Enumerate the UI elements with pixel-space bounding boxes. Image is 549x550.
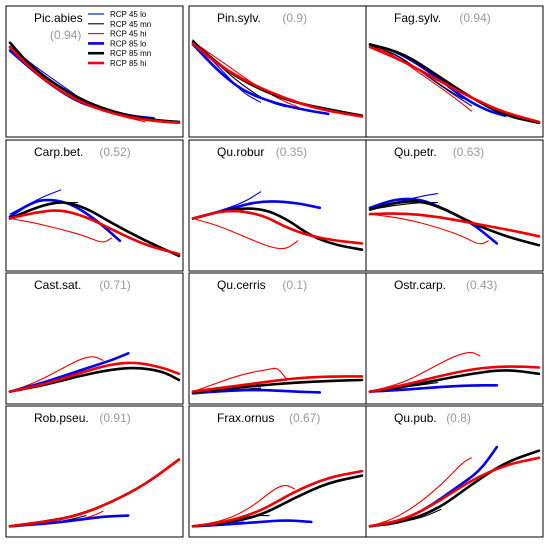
series-line-rcp-85-hi [368,212,541,238]
panel-title: Frax.ornus [217,411,274,425]
panel-pic-abies: Pic.abies (0.94) [5,5,184,138]
panel-title: Qu.petr. [394,145,437,159]
panel-value: (0.52) [99,145,130,159]
series-line-rcp-85-mn [368,200,541,247]
panel-value: (0.1) [282,278,307,292]
panel-frame [365,139,544,272]
panel-frame [365,272,544,405]
panel-qu-robur: Qu.robur (0.35) [188,139,367,272]
series-line-rcp-45-lo [192,191,262,220]
panel-frame [365,5,544,138]
panel-value: (0.94) [459,11,490,25]
legend-label-rcp-45-lo: RCP 45 lo [110,10,147,19]
panel-frame [5,272,184,405]
panel-title: Pic.abies [34,11,83,25]
panel-value: (0.63) [453,145,484,159]
panel-title: Ostr.carp. [394,278,446,292]
panel-frax-ornus: Frax.ornus (0.67) [188,405,367,538]
panel-title: Pin.sylv. [217,11,261,25]
series-line-rcp-85-lo [368,445,499,528]
series-line-rcp-85-mn [8,458,181,528]
panel-frame [5,405,184,538]
panel-carp-bet: Carp.bet. (0.52) [5,139,184,272]
series-line-rcp-85-mn [191,207,364,251]
series-line-rcp-85-mn [8,201,181,258]
panel-value: (0.9) [282,11,307,25]
panel-value: (0.67) [289,411,320,425]
series-line-rcp-85-mn [8,366,181,393]
panel-qu-petr: Qu.petr. (0.63) [365,139,544,272]
series-line-rcp-85-lo [191,43,330,116]
legend-label-rcp-85-mn: RCP 85 mn [110,49,151,58]
series-line-rcp-45-lo [369,46,472,107]
legend-label-rcp-45-hi: RCP 45 hi [110,30,147,39]
series-line-rcp-45-hi [369,457,472,527]
series-line-rcp-85-hi [191,375,364,393]
panel-title: Rob.pseu. [34,411,89,425]
panel-value: (0.43) [466,278,497,292]
panel-title: Cast.sat. [34,278,81,292]
panel-value: (0.71) [99,278,130,292]
panel-value: (0.35) [276,145,307,159]
series-line-rcp-85-hi [368,365,541,393]
series-line-rcp-45-hi [369,43,472,112]
legend-label-rcp-85-lo: RCP 85 lo [110,39,147,48]
panel-title: Qu.pub. [394,411,437,425]
series-line-rcp-85-hi [191,42,364,118]
panel-frame [365,405,544,538]
series-line-rcp-85-hi [8,361,181,393]
series-line-rcp-85-hi [191,469,364,528]
series-line-rcp-45-hi [192,367,287,393]
panel-frame [188,139,367,272]
panel-frame [188,5,367,138]
panel-value: (0.91) [99,411,130,425]
series-line-rcp-85-mn [8,41,181,124]
series-line-rcp-85-hi [8,209,181,256]
series-line-rcp-85-hi [191,209,364,245]
panel-title: Qu.cerris [217,278,266,292]
series-line-rcp-45-hi [9,217,112,243]
panel-pin-sylv: Pin.sylv. (0.9) [188,5,367,138]
panel-fag-sylv: Fag.sylv. (0.94) [365,5,544,138]
series-line-rcp-85-hi [368,456,541,528]
panel-frame [5,139,184,272]
legend-label-rcp-45-mn: RCP 45 mn [110,20,151,29]
panel-title: Qu.robur [217,145,264,159]
panel-ostr-carp: Ostr.carp. (0.43) [365,272,544,405]
panel-frame [188,405,367,538]
series-line-rcp-85-lo [8,198,122,243]
panel-rob-pseu: Rob.pseu. (0.91) [5,405,184,538]
panel-title: Carp.bet. [34,145,83,159]
series-line-rcp-85-hi [8,458,181,528]
series-line-rcp-85-hi [8,45,181,125]
legend-label-rcp-85-hi: RCP 85 hi [110,59,147,68]
series-line-rcp-85-hi [368,45,541,124]
series-line-rcp-85-mn [191,378,364,394]
series-line-rcp-85-mn [368,43,541,125]
panel-value: (0.8) [446,411,471,425]
panel-frame [5,5,184,138]
panel-qu-cerris: Qu.cerris (0.1) [188,272,367,405]
series-line-rcp-45-hi [369,213,489,245]
panel-cast-sat: Cast.sat. (0.71) [5,272,184,405]
panel-title: Fag.sylv. [394,11,441,25]
panel-value: (0.94) [50,28,81,42]
panel-qu-pub: Qu.pub. (0.8) [365,405,544,538]
series-line-rcp-45-hi [192,217,299,250]
series-line-rcp-85-lo [8,352,130,393]
